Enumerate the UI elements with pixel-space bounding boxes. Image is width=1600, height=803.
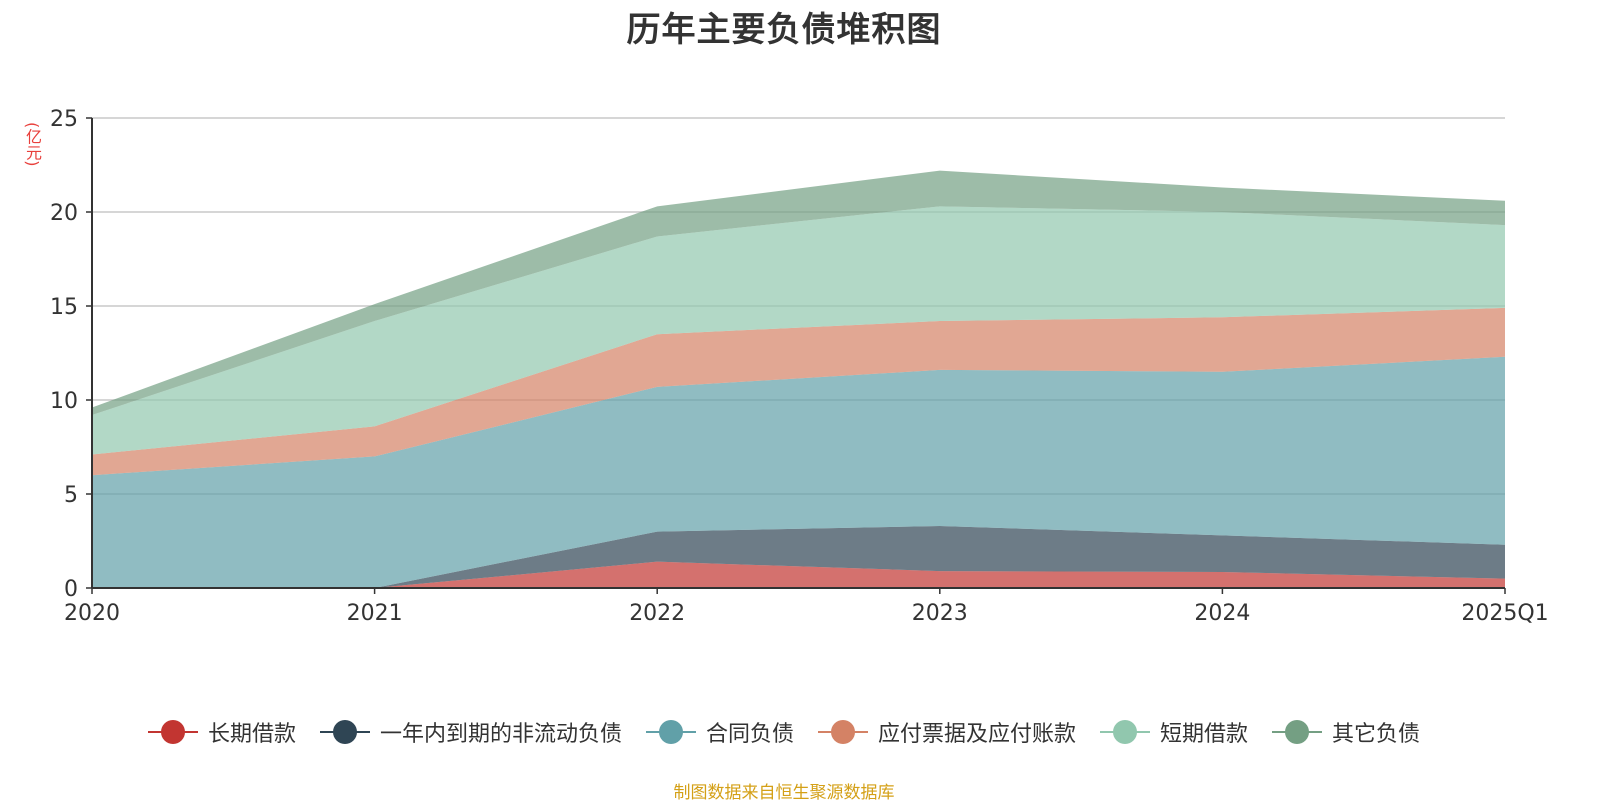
- legend-label: 短期借款: [1160, 722, 1249, 747]
- y-tick-label: 15: [50, 295, 78, 320]
- legend-marker-icon: [319, 720, 370, 744]
- legend-marker-icon: [1272, 720, 1323, 744]
- y-tick-label: 10: [50, 389, 78, 414]
- data-source-note: 制图数据来自恒生聚源数据库: [673, 783, 895, 803]
- area-series-3: [92, 307, 1505, 476]
- legend-item[interactable]: 其它负债: [1272, 716, 1420, 748]
- area-series: [92, 170, 1505, 588]
- area-series-1: [92, 525, 1505, 588]
- legend-item[interactable]: 长期借款: [147, 716, 296, 748]
- area-series-4: [92, 206, 1505, 455]
- legend-label: 一年内到期的非流动负债: [379, 722, 622, 747]
- y-tick-label: 20: [50, 201, 78, 226]
- legend-item[interactable]: 短期借款: [1100, 716, 1248, 748]
- area-series-5: [92, 170, 1505, 416]
- area-series-0: [92, 561, 1505, 588]
- x-tick-label: 2023: [912, 601, 968, 626]
- x-tick-label: 2022: [629, 601, 685, 626]
- area-series-2: [92, 356, 1505, 588]
- y-tick-label: 5: [64, 483, 78, 508]
- legend-item[interactable]: 合同负债: [645, 716, 794, 748]
- x-tick-label: 2024: [1194, 601, 1250, 626]
- legend-marker-icon: [147, 720, 198, 744]
- legend-item[interactable]: 一年内到期的非流动负债: [319, 716, 622, 748]
- x-tick-label: 2025Q1: [1461, 601, 1548, 626]
- legend-label: 其它负债: [1332, 722, 1421, 747]
- axes: 0 5 10 15 20 25 2020 2021 2022 2023 2024 2025Q1: [50, 107, 1549, 626]
- legend-marker-icon: [818, 720, 868, 744]
- x-tick-label: 2021: [347, 601, 403, 626]
- legend-item[interactable]: 应付票据及应付账款: [818, 716, 1076, 748]
- legend-label: 合同负债: [705, 722, 794, 747]
- legend: 长期借款 一年内到期的非流动负债 合同负债 应付票据及应付账款 短期借款 其它负债: [0, 716, 1568, 748]
- legend-marker-icon: [645, 720, 696, 744]
- legend-label: 应付票据及应付账款: [878, 722, 1077, 747]
- y-tick-label: 25: [50, 107, 78, 132]
- x-tick-label: 2020: [64, 601, 120, 626]
- y-tick-label: 0: [64, 577, 78, 602]
- y-axis-unit-label: (亿元): [23, 122, 42, 167]
- chart-title: 历年主要负债堆积图: [626, 10, 942, 50]
- legend-label: 长期借款: [207, 722, 296, 747]
- legend-marker-icon: [1100, 720, 1151, 744]
